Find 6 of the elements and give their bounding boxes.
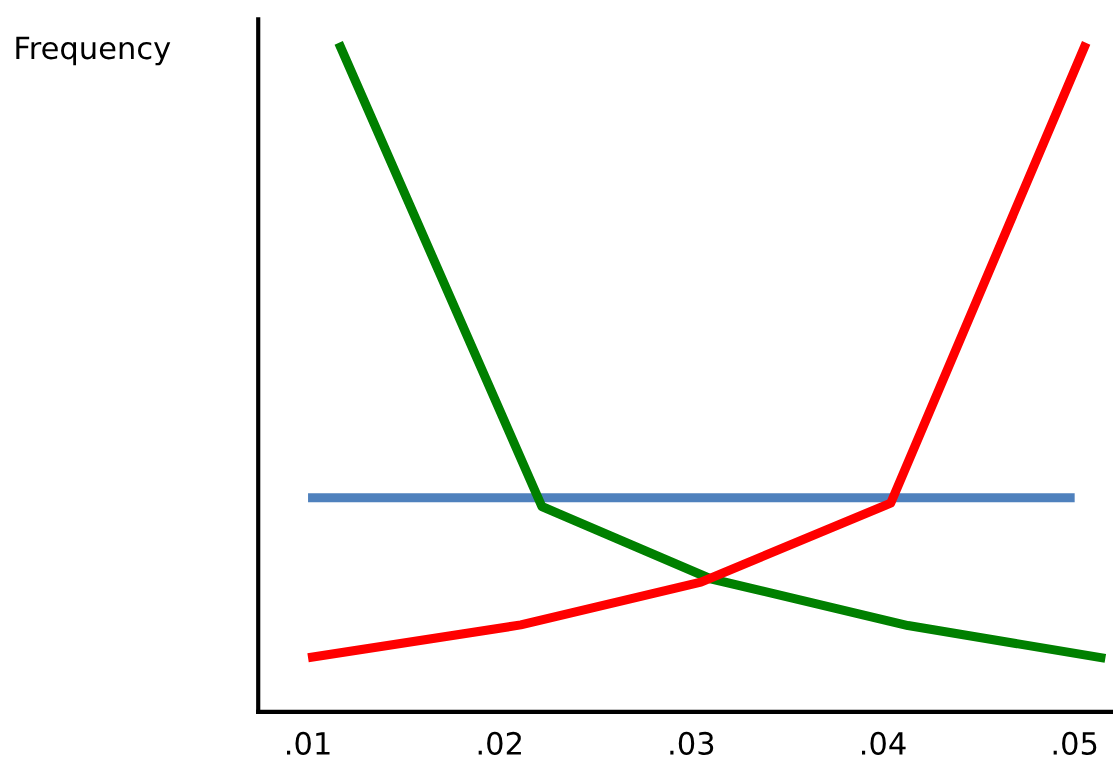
x-tick-label: .01	[287, 731, 330, 755]
y-axis-title: Frequency	[16, 36, 171, 66]
x-tick-label: .03	[670, 731, 714, 755]
x-tick-label: .02	[478, 731, 521, 755]
x-tick-label: .05	[1053, 731, 1097, 755]
x-tick-label: .04	[861, 731, 906, 755]
